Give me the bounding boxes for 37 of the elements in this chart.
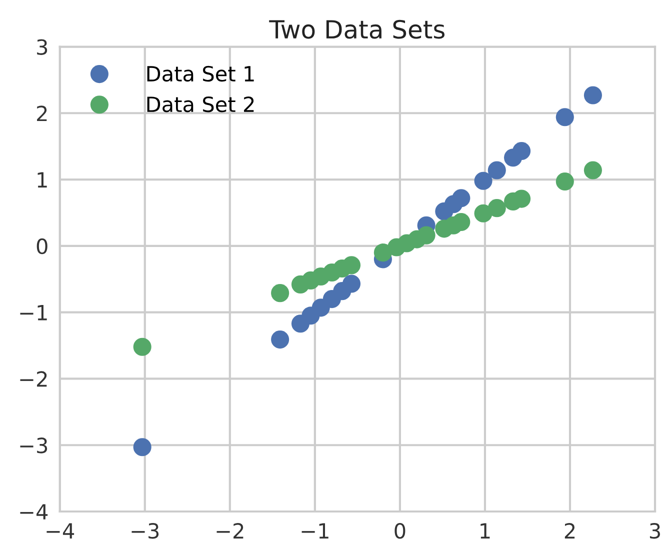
point — [556, 172, 574, 191]
point — [133, 438, 152, 456]
x-tick-label: −4 — [46, 523, 74, 538]
y-tick-label: 1 — [38, 172, 47, 188]
chart-title: Two Data Sets — [269, 20, 444, 39]
point — [584, 86, 602, 104]
point — [133, 338, 152, 356]
point — [584, 161, 602, 180]
x-tick-label: −3 — [132, 522, 159, 539]
legend-label: Data Set 1 — [147, 66, 254, 82]
x-tick-label: 3 — [650, 522, 660, 539]
y-tick-label: −3 — [20, 438, 48, 454]
point — [488, 199, 506, 218]
point — [512, 142, 531, 160]
point — [417, 226, 436, 244]
y-tick-label: 2 — [37, 106, 47, 122]
point — [271, 284, 290, 302]
point — [488, 161, 506, 180]
x-tick-label: −2 — [216, 522, 244, 538]
x-tick-label: 2 — [564, 522, 575, 538]
x-tick-label: −1 — [302, 523, 328, 538]
y-tick-label: −4 — [20, 504, 48, 520]
point — [271, 330, 290, 349]
point — [474, 172, 492, 190]
y-tick-label: 3 — [37, 39, 48, 55]
point — [452, 213, 470, 232]
point — [342, 274, 361, 293]
x-tick-label: 0 — [394, 522, 406, 539]
point — [342, 256, 361, 274]
x-tick-label: 1 — [480, 523, 490, 538]
y-tick-label: −2 — [20, 371, 47, 387]
point — [556, 108, 574, 126]
point — [452, 189, 470, 208]
y-tick-label: 0 — [36, 238, 48, 254]
point — [374, 244, 392, 262]
legend-label: Data Set 2 — [147, 96, 254, 112]
y-tick-label: −1 — [20, 305, 47, 320]
